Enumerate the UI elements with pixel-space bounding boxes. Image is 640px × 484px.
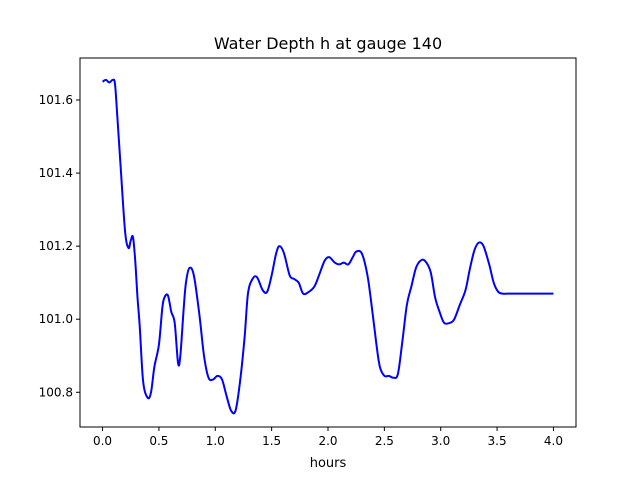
plot-frame: [79, 57, 577, 428]
x-tick-label: 3.0: [431, 434, 450, 448]
x-tick-label: 0.0: [93, 434, 112, 448]
x-axis-ticks: 0.0 0.5 1.0 1.5 2.0 2.5 3.0 3.5 4.0: [93, 427, 563, 448]
x-tick-label: 2.5: [375, 434, 394, 448]
chart-title: Water Depth h at gauge 140: [214, 34, 442, 53]
series-group: [101, 78, 554, 415]
series-line: [101, 78, 554, 415]
y-axis-ticks: 100.8 101.0 101.2 101.4 101.6: [39, 93, 80, 399]
x-tick-label: 4.0: [544, 434, 563, 448]
x-tick-label: 1.5: [262, 434, 281, 448]
x-tick-label: 0.5: [149, 434, 168, 448]
y-tick-label: 100.8: [39, 385, 73, 399]
x-axis-label: hours: [310, 456, 347, 471]
x-tick-label: 1.0: [206, 434, 225, 448]
x-tick-label: 2.0: [318, 434, 337, 448]
y-tick-label: 101.2: [39, 239, 73, 253]
y-tick-label: 101.6: [39, 93, 73, 107]
x-tick-label: 3.5: [488, 434, 507, 448]
y-tick-label: 101.4: [39, 166, 73, 180]
y-tick-label: 101.0: [39, 312, 73, 326]
